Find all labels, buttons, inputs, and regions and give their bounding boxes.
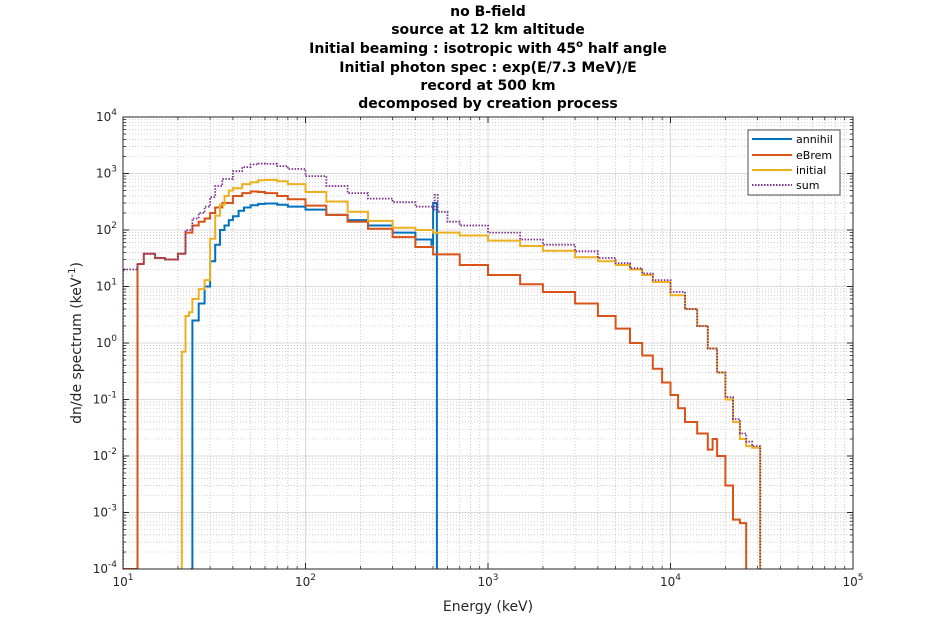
y-tick-label: 10-3 [93,504,117,520]
y-tick-base: 10 [96,223,111,237]
y-tick-base: 10 [93,506,108,520]
series-line-eBrem [123,190,748,569]
y-tick-label: 10-4 [93,560,118,576]
x-tick-exponent: 2 [310,573,316,583]
y-tick-exponent: -1 [108,391,117,401]
legend-box [747,129,841,196]
y-tick-exponent: 0 [111,334,117,344]
x-tick-base: 10 [842,575,857,589]
x-tick-label: 101 [112,573,133,589]
y-tick-exponent: -4 [108,560,117,570]
x-tick-label: 102 [295,573,316,589]
x-tick-exponent: 5 [858,573,864,583]
x-tick-label: 104 [660,573,681,589]
y-axis-label-superscript: -1 [67,268,78,278]
legend-label-annihil: annihil [796,133,833,146]
legend: annihil eBrem initial sum [747,129,841,196]
series-line-sum [123,162,762,569]
y-tick-base: 10 [93,562,108,576]
x-tick-exponent: 4 [675,573,681,583]
title-line-4: Initial photon spec : exp(E/7.3 MeV)/E [339,60,636,76]
x-tick-base: 10 [660,575,675,589]
y-axis-label: dn/de spectrum (keV-1) [67,262,85,424]
y-tick-base: 10 [93,393,108,407]
y-tick-exponent: 1 [111,278,117,288]
y-tick-exponent: -2 [108,447,117,457]
y-tick-label: 102 [96,221,117,237]
y-tick-label: 10-1 [93,391,117,407]
y-tick-base: 10 [96,336,111,350]
y-tick-base: 10 [96,110,111,124]
x-tick-label: 103 [477,573,498,589]
y-tick-exponent: 4 [111,108,117,118]
y-tick-label: 103 [96,165,117,181]
x-tick-base: 10 [295,575,310,589]
legend-label-ebrem: eBrem [796,149,832,162]
x-tick-exponent: 3 [493,573,499,583]
y-tick-base: 10 [93,449,108,463]
title-line-3-main: Initial beaming : isotropic with 45 [309,41,576,57]
x-axis-label: Energy (keV) [443,599,533,615]
title-line-5: record at 500 km [420,78,555,94]
x-tick-exponent: 1 [128,573,134,583]
y-tick-label: 101 [96,278,117,294]
series-layer [123,162,762,569]
x-tick-label: 105 [842,573,863,589]
title-line-3-superscript: o [576,39,583,50]
x-tick-base: 10 [477,575,492,589]
y-tick-label: 104 [96,108,117,124]
y-tick-label: 10-2 [93,447,117,463]
y-tick-base: 10 [96,280,111,294]
y-axis-label-main: dn/de spectrum (keV [69,277,85,424]
y-axis-label-suffix: ) [69,262,85,267]
title-line-1: no B-field [450,4,526,20]
y-tick-exponent: 3 [111,165,117,175]
y-tick-exponent: 2 [111,221,117,231]
y-tick-exponent: -3 [108,504,117,514]
series-line-initial [179,178,762,569]
y-tick-base: 10 [96,167,111,181]
title-line-2: source at 12 km altitude [391,22,585,38]
title-line-3: Initial beaming : isotropic with 45o hal… [309,39,667,57]
legend-label-initial: initial [796,164,826,177]
legend-label-sum: sum [796,179,819,192]
y-tick-label: 100 [96,334,117,350]
axis-ticks [122,116,854,570]
title-line-3-suffix: half angle [583,41,667,57]
title-line-6: decomposed by creation process [358,96,618,112]
tick-labels: 101 102 103 104 10510-410-310-210-1100101102… [93,108,864,589]
series-line-annihil [190,202,438,569]
x-tick-base: 10 [112,575,127,589]
chart-title: no B-field source at 12 km altitude Init… [309,4,667,112]
